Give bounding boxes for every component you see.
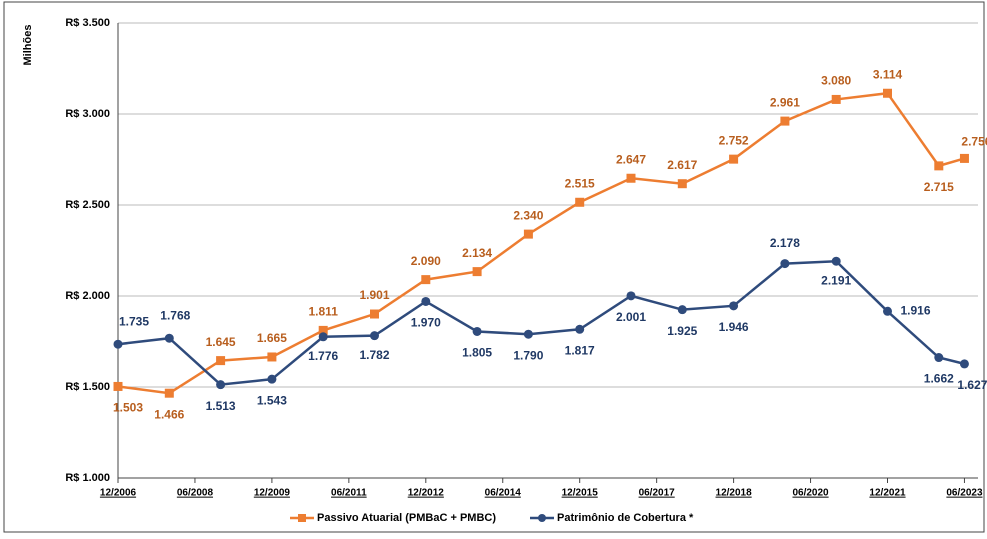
data-label: 2.756 (961, 135, 987, 149)
y-tick-label: R$ 3.000 (65, 108, 110, 120)
legend-marker (298, 514, 306, 522)
marker (934, 353, 944, 363)
x-tick-label: 12/2006 (100, 488, 137, 499)
x-tick-label: 06/2023 (946, 488, 983, 499)
marker (780, 116, 790, 126)
series-line (117, 259, 965, 386)
data-label: 1.503 (113, 401, 143, 415)
y-axis-label: Milhões (22, 25, 34, 66)
x-tick-label: 12/2012 (408, 488, 445, 499)
y-tick-label: R$ 1.500 (65, 381, 110, 393)
data-label: 1.768 (160, 308, 190, 322)
x-tick-label: 12/2018 (716, 488, 753, 499)
data-label: 1.735 (119, 314, 149, 328)
y-tick-label: R$ 2.500 (65, 199, 110, 211)
marker (626, 291, 636, 301)
data-label: 1.916 (900, 303, 930, 317)
marker (216, 356, 226, 366)
y-tick-label: R$ 3.500 (65, 17, 110, 29)
marker (421, 275, 431, 285)
marker (575, 197, 585, 207)
data-label: 2.752 (719, 133, 749, 147)
x-tick-label: 06/2020 (792, 488, 829, 499)
legend-marker (538, 514, 546, 522)
data-label: 1.811 (309, 305, 339, 319)
marker (729, 154, 739, 164)
data-label: 1.790 (513, 348, 543, 362)
series-line (117, 91, 965, 395)
marker (780, 259, 790, 269)
marker (370, 309, 379, 319)
data-label: 2.647 (616, 152, 646, 166)
marker (318, 332, 328, 342)
marker (472, 267, 482, 277)
x-tick-label: 06/2008 (177, 488, 214, 499)
marker (216, 380, 226, 390)
data-label: 2.715 (924, 180, 954, 194)
marker (472, 326, 482, 336)
data-label: 1.970 (411, 316, 441, 330)
marker (677, 305, 687, 315)
data-label: 2.191 (821, 273, 851, 287)
data-label: 1.901 (359, 288, 389, 302)
marker (883, 88, 892, 98)
data-label: 2.090 (411, 254, 441, 268)
data-label: 1.645 (206, 335, 236, 349)
data-label: 1.782 (359, 348, 389, 362)
data-label: 1.466 (154, 407, 184, 421)
marker (831, 256, 841, 266)
data-label: 1.776 (308, 349, 338, 363)
x-tick-label: 12/2009 (254, 488, 291, 499)
marker (575, 324, 585, 334)
y-tick-label: R$ 2.000 (65, 290, 110, 302)
marker (959, 359, 969, 369)
data-label: 1.543 (257, 393, 287, 407)
x-tick-label: 06/2017 (639, 488, 676, 499)
marker (677, 179, 687, 189)
marker (164, 333, 174, 343)
marker (831, 94, 841, 104)
data-label: 1.817 (565, 343, 595, 357)
y-tick-label: R$ 1.000 (65, 472, 110, 484)
marker (626, 173, 636, 183)
marker (421, 296, 431, 306)
data-label: 3.114 (873, 67, 903, 81)
data-label: 2.001 (616, 310, 646, 324)
data-label: 1.513 (206, 399, 236, 413)
x-tick-label: 12/2021 (869, 488, 906, 499)
data-label: 2.515 (565, 176, 595, 190)
marker (523, 329, 533, 339)
data-label: 1.627 (957, 378, 987, 392)
data-label: 2.617 (667, 158, 697, 172)
data-label: 2.134 (462, 246, 492, 260)
marker (959, 153, 969, 163)
frame (3, 1, 985, 533)
marker (370, 331, 379, 341)
marker (729, 301, 739, 311)
data-label: 1.805 (462, 346, 492, 360)
data-label: 2.961 (770, 95, 800, 109)
marker (267, 352, 277, 362)
data-label: 1.925 (667, 324, 697, 338)
data-label: 3.080 (821, 74, 851, 88)
marker (267, 374, 277, 384)
legend-label: Patrimônio de Cobertura * (557, 512, 694, 524)
data-label: 1.662 (924, 372, 954, 386)
data-label: 1.665 (257, 331, 287, 345)
legend-label: Passivo Atuarial (PMBaC + PMBC) (317, 512, 496, 524)
marker (523, 229, 533, 239)
data-label: 2.340 (513, 208, 543, 222)
data-label: 2.178 (770, 236, 800, 250)
marker (934, 161, 944, 171)
x-tick-label: 06/2011 (331, 488, 367, 499)
marker (113, 339, 123, 349)
x-tick-label: 12/2015 (562, 488, 599, 499)
marker (164, 388, 174, 398)
x-tick-label: 06/2014 (485, 488, 522, 499)
marker (883, 306, 892, 316)
data-label: 1.946 (719, 320, 749, 334)
marker (113, 381, 123, 391)
marker (318, 325, 328, 335)
